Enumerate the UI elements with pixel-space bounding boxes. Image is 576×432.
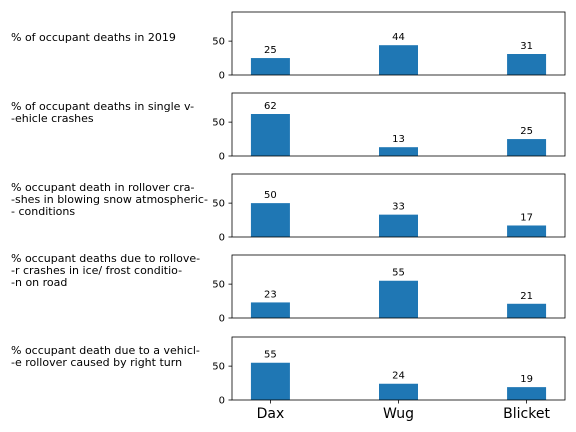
bar (250, 58, 290, 75)
y-tick-label: 50 (212, 37, 225, 48)
bar-value-label: 55 (392, 268, 405, 279)
y-tick-label: 0 (219, 396, 225, 407)
axes-frame (231, 92, 566, 157)
bar (379, 147, 418, 156)
bar (250, 114, 290, 156)
y-tick-label: 50 (212, 362, 225, 373)
panel-label: % occupant death in rollover cra- -shes … (11, 181, 208, 218)
bar-value-label: 25 (264, 45, 277, 56)
bar-value-label: 21 (520, 291, 533, 302)
bar (250, 362, 290, 400)
bar (507, 387, 547, 400)
panel-label: % occupant death due to a vehicl- -e rol… (11, 344, 200, 369)
axes-frame (231, 254, 566, 319)
bar-value-label: 33 (392, 202, 405, 213)
y-tick-label: 0 (219, 152, 225, 163)
y-tick-label: 50 (212, 199, 225, 210)
bar-value-label: 13 (392, 134, 405, 145)
bar-value-label: 44 (392, 32, 405, 43)
bar-value-label: 25 (520, 126, 533, 137)
bar (507, 139, 547, 156)
axes-frame (231, 11, 566, 76)
y-tick-label: 0 (219, 71, 225, 82)
bar-value-label: 62 (264, 101, 277, 112)
x-tick-label: Wug (383, 406, 414, 422)
y-tick-label: 0 (219, 233, 225, 244)
bar (379, 45, 418, 75)
bar-value-label: 50 (264, 190, 277, 201)
bar (507, 54, 547, 75)
bar (507, 303, 547, 318)
bar-value-label: 17 (520, 212, 533, 223)
y-tick-label: 50 (212, 280, 225, 291)
x-tick-label: Blicket (503, 406, 550, 422)
y-tick-label: 0 (219, 314, 225, 325)
bar (379, 383, 418, 400)
bar-value-label: 19 (520, 374, 533, 385)
panel-label: % of occupant deaths in single v- -ehicl… (11, 100, 195, 125)
bar-value-label: 23 (264, 289, 277, 300)
bar (379, 214, 418, 237)
bar-value-label: 55 (264, 350, 277, 361)
bar-value-label: 24 (392, 371, 405, 382)
bar (250, 203, 290, 237)
axes-frame (231, 173, 566, 238)
bar (379, 280, 418, 318)
y-tick-label: 50 (212, 118, 225, 129)
bar (507, 225, 547, 237)
panel-label: % occupant deaths due to rollove- -r cra… (11, 252, 201, 289)
x-tick-label: Dax (257, 406, 285, 422)
bar-value-label: 31 (520, 41, 533, 52)
bar (250, 302, 290, 318)
panel-label: % of occupant deaths in 2019 (11, 31, 176, 44)
